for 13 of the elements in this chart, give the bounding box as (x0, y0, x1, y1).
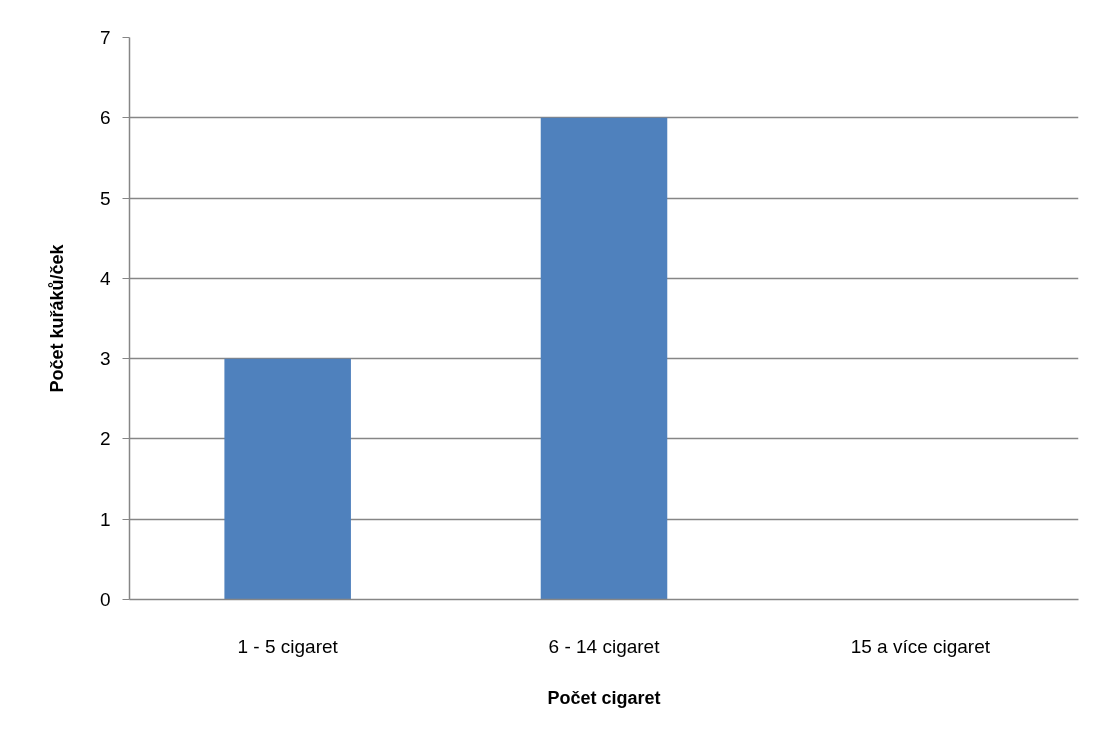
y-tick-label: 1 (99, 508, 111, 530)
y-tick-label: 2 (99, 428, 111, 450)
y-tick-label: 7 (99, 27, 111, 48)
y-axis-title: Počet kuřáků/ček (46, 243, 67, 393)
x-tick-label: 15 a více cigaret (850, 635, 991, 657)
y-tick-label: 3 (99, 348, 111, 370)
x-tick-label: 6 - 14 cigaret (548, 635, 661, 657)
y-tick-label: 5 (99, 187, 111, 209)
y-tick-label: 0 (99, 589, 111, 610)
y-tick-label: 4 (99, 267, 111, 289)
y-tick-label: 6 (99, 107, 111, 129)
x-tick-label: 1 - 5 cigaret (237, 635, 339, 657)
x-axis-title: Počet cigaret (547, 687, 661, 708)
